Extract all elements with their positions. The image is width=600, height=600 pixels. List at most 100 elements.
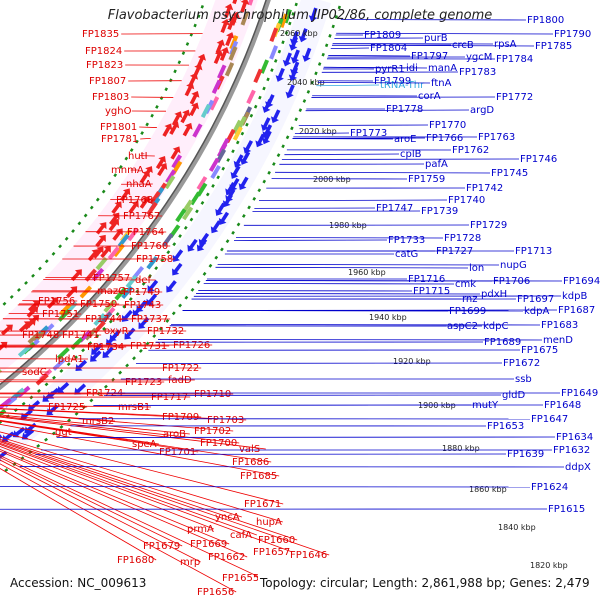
gene-label-left: mrsB1 bbox=[118, 402, 150, 413]
leader-line-left bbox=[0, 457, 183, 547]
forward-gene-arrow bbox=[233, 154, 244, 168]
reverse-gene-arrow bbox=[172, 111, 183, 125]
gene-label-right: FP1733 bbox=[388, 235, 425, 246]
gene-label-right: aroE bbox=[394, 134, 416, 145]
cog-block bbox=[93, 313, 106, 326]
gene-label-left: FP1710 bbox=[194, 389, 231, 400]
forward-gene-arrow bbox=[106, 333, 118, 346]
reverse-gene-arrow bbox=[240, 0, 250, 13]
kbp-tick-label: 2040 kbp bbox=[287, 78, 325, 87]
leader-line-left bbox=[0, 405, 88, 408]
reverse-gene-arrow bbox=[169, 121, 180, 135]
forward-gene-arrow bbox=[225, 182, 236, 196]
cog-block bbox=[228, 46, 238, 61]
gene-label-left: yghO bbox=[105, 106, 132, 117]
cog-block bbox=[0, 397, 12, 410]
forward-gene-arrow bbox=[282, 52, 292, 67]
leader-line-left bbox=[0, 450, 248, 558]
kbp-tick-label: 1900 kbp bbox=[418, 401, 456, 410]
cog-block bbox=[210, 164, 221, 180]
gene-label-left: FP1824 bbox=[85, 46, 122, 57]
gene-label-right: FP1687 bbox=[558, 305, 595, 316]
forward-gene-arrow bbox=[124, 327, 136, 340]
forward-gene-arrow bbox=[12, 426, 26, 438]
gene-label-left: FP1703 bbox=[207, 415, 244, 426]
kbp-tick-label: 2060 kbp bbox=[280, 29, 318, 38]
reverse-gene-arrow bbox=[128, 200, 139, 214]
cog-block bbox=[113, 243, 125, 258]
gene-label-right: FP1615 bbox=[548, 504, 585, 515]
reverse-gene-arrow bbox=[100, 245, 111, 259]
reverse-gene-arrow bbox=[139, 170, 150, 184]
reverse-gene-arrow bbox=[180, 109, 191, 124]
gene-label-left: FP1803 bbox=[92, 92, 129, 103]
reverse-gene-arrow bbox=[189, 90, 200, 105]
kbp-tick-label: 1840 kbp bbox=[498, 523, 536, 532]
cog-block bbox=[165, 169, 177, 184]
cog-block bbox=[232, 126, 243, 141]
gene-label-left: FP1801 bbox=[100, 122, 137, 133]
gene-label-left: FP1685 bbox=[240, 471, 277, 482]
forward-gene-arrow bbox=[255, 133, 266, 148]
forward-gene-arrow bbox=[46, 404, 59, 416]
cog-block bbox=[84, 268, 97, 282]
gene-label-left: FP1758 bbox=[136, 254, 173, 265]
leader-line-left bbox=[45, 276, 133, 279]
gene-label-right: FP1799 bbox=[374, 76, 411, 87]
reverse-gene-arrow bbox=[0, 324, 13, 336]
leader-line-left bbox=[0, 448, 230, 545]
gene-label-right: rpsA bbox=[494, 39, 517, 50]
forward-gene-arrow bbox=[230, 165, 241, 179]
gene-label-left: FP1680 bbox=[117, 555, 154, 566]
forward-gene-arrow bbox=[146, 293, 158, 306]
gene-label-left: FP1723 bbox=[125, 377, 162, 388]
gene-label-right: FP1706 bbox=[493, 276, 530, 287]
leader-line-left bbox=[0, 420, 272, 463]
gene-label-right: FP1648 bbox=[544, 400, 581, 411]
gene-label-right: FP1728 bbox=[444, 233, 481, 244]
leader-line-left bbox=[0, 408, 247, 421]
gene-label-left: FP1764 bbox=[127, 227, 164, 238]
gene-label-right: FP1689 bbox=[484, 337, 521, 348]
forward-gene-arrow bbox=[196, 238, 208, 252]
reverse-gene-arrow bbox=[220, 18, 230, 34]
forward-gene-arrow bbox=[308, 7, 318, 22]
reverse-gene-arrow bbox=[87, 249, 99, 262]
gene-label-left: FP1702 bbox=[194, 426, 231, 437]
gene-label-right: argD bbox=[470, 105, 494, 116]
forward-gene-arrow bbox=[147, 279, 159, 293]
leader-line-left bbox=[0, 441, 330, 556]
cog-block bbox=[0, 408, 7, 421]
cog-block bbox=[103, 299, 116, 313]
leader-line-right bbox=[292, 137, 426, 139]
gene-label-left: prmA bbox=[187, 524, 214, 535]
reverse-gene-arrow bbox=[139, 195, 151, 209]
reverse-gene-arrow bbox=[227, 15, 237, 31]
gene-label-left: FP1835 bbox=[82, 29, 119, 40]
cog-block bbox=[192, 123, 203, 138]
forward-gene-arrow bbox=[132, 304, 144, 317]
leader-line-left bbox=[0, 440, 298, 541]
leader-line-right bbox=[275, 171, 491, 174]
leader-line-right bbox=[56, 436, 556, 438]
leader-line-right bbox=[284, 153, 400, 156]
gene-label-right: FP1790 bbox=[554, 29, 591, 40]
reverse-gene-arrow bbox=[219, 46, 230, 61]
cog-block bbox=[149, 190, 161, 205]
gene-label-left: FP1722 bbox=[162, 363, 199, 374]
guide-track-1 bbox=[0, 0, 299, 424]
gene-label-right: FP1634 bbox=[556, 432, 593, 443]
forward-gene-arrow bbox=[270, 109, 281, 124]
leader-line-left bbox=[0, 442, 257, 536]
reverse-gene-arrow bbox=[189, 102, 200, 117]
gene-label-left: FP1767 bbox=[123, 211, 160, 222]
cog-block bbox=[208, 157, 220, 172]
reverse-gene-arrow bbox=[182, 122, 193, 137]
gene-label-left: FP1679 bbox=[143, 541, 180, 552]
gene-label-left: FP1726 bbox=[173, 340, 210, 351]
forward-gene-arrow bbox=[187, 238, 198, 252]
cog-block bbox=[162, 233, 174, 247]
leader-line-left bbox=[139, 126, 157, 128]
cog-block bbox=[35, 373, 49, 386]
